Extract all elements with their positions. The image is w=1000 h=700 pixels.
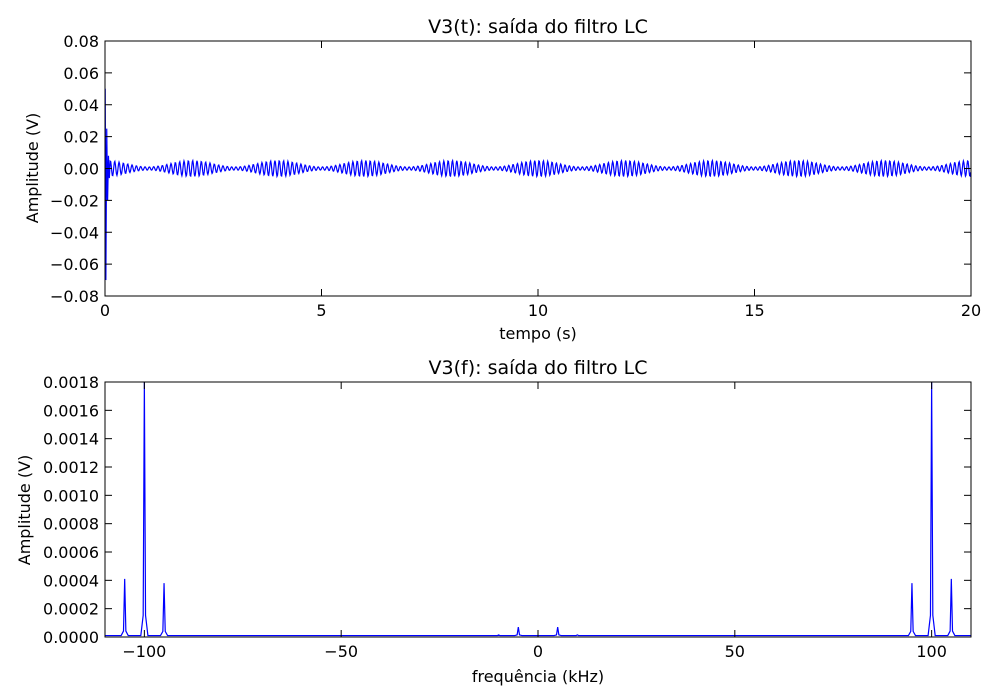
time-y-tick-label: 0.06	[63, 64, 99, 83]
frequency-x-tick-label: −50	[324, 642, 358, 661]
time-x-tick-label: 20	[961, 301, 981, 320]
frequency-plot-frame	[104, 381, 972, 638]
time-y-tick-label: −0.02	[50, 191, 99, 210]
time-y-tick-label: −0.08	[50, 287, 99, 306]
frequency-domain-chart: V3(f): saída do filtro LC −100 −50 0 50 100 …	[15, 357, 972, 686]
frequency-chart-title: V3(f): saída do filtro LC	[429, 357, 648, 379]
time-x-ticks: 0 5 10 15 20	[100, 41, 981, 320]
time-y-tick-label: 0.02	[63, 128, 99, 147]
time-x-tick-label: 5	[316, 301, 326, 320]
frequency-x-tick-label: −100	[122, 642, 166, 661]
time-x-tick-label: 10	[528, 301, 548, 320]
time-signal-series	[105, 88, 971, 281]
frequency-y-tick-label: 0.0006	[43, 543, 99, 562]
frequency-y-tick-label: 0.0012	[43, 458, 99, 477]
time-y-tick-label: 0.00	[63, 160, 99, 179]
frequency-y-ticks: 0.0018 0.0016 0.0014 0.0012 0.0010 0.0008 0.00…	[43, 373, 971, 647]
time-y-tick-label: −0.04	[50, 223, 99, 242]
time-y-tick-label: −0.06	[50, 255, 99, 274]
frequency-y-tick-label: 0.0004	[43, 571, 99, 590]
frequency-x-ticks: −100 −50 0 50 100	[122, 382, 947, 661]
frequency-y-axis-label: Amplitude (V)	[15, 455, 34, 566]
time-domain-chart: V3(t): saída do filtro LC 0 5 10 15 20 0.080…	[23, 16, 981, 343]
frequency-y-tick-label: 0.0016	[43, 401, 99, 420]
time-y-axis-label: Amplitude (V)	[23, 113, 42, 224]
frequency-y-tick-label: 0.0000	[43, 628, 99, 647]
frequency-y-tick-label: 0.0010	[43, 486, 99, 505]
time-x-axis-label: tempo (s)	[499, 324, 577, 343]
frequency-y-tick-label: 0.0014	[43, 430, 99, 449]
frequency-y-tick-label: 0.0018	[43, 373, 99, 392]
frequency-y-tick-label: 0.0002	[43, 600, 99, 619]
time-x-tick-label: 0	[100, 301, 110, 320]
frequency-x-tick-label: 50	[725, 642, 745, 661]
frequency-x-tick-label: 0	[533, 642, 543, 661]
spectrum-series	[105, 382, 971, 637]
time-chart-title: V3(t): saída do filtro LC	[428, 16, 648, 38]
time-y-tick-label: 0.08	[63, 32, 99, 51]
frequency-y-tick-label: 0.0008	[43, 515, 99, 534]
frequency-x-tick-label: 100	[916, 642, 947, 661]
time-y-tick-label: 0.04	[63, 96, 99, 115]
frequency-x-axis-label: frequência (kHz)	[472, 667, 604, 686]
time-x-tick-label: 15	[744, 301, 764, 320]
time-y-ticks: 0.08 0.06 0.04 0.02 0.00 −0.02 −0.04 −0.06 −0.08	[50, 32, 971, 306]
